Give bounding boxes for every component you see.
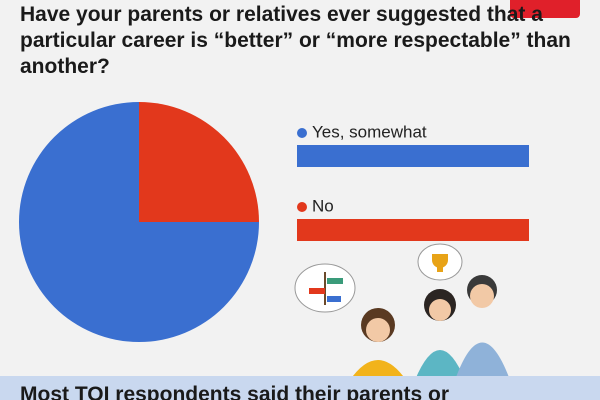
legend-dot xyxy=(297,128,307,138)
footer-band: Most TOI respondents said their parents … xyxy=(0,376,600,400)
legend-dot xyxy=(297,202,307,212)
legend-label: No xyxy=(312,196,334,215)
footer-text: Most TOI respondents said their parents … xyxy=(20,383,450,400)
illustration xyxy=(294,243,510,380)
legend-bar xyxy=(297,145,529,167)
legend-label: Yes, somewhat xyxy=(312,122,427,141)
chart-title: Have your parents or relatives ever sugg… xyxy=(20,3,571,78)
legend-bar xyxy=(297,219,529,241)
pie-slice xyxy=(139,102,259,222)
badge xyxy=(510,0,580,18)
